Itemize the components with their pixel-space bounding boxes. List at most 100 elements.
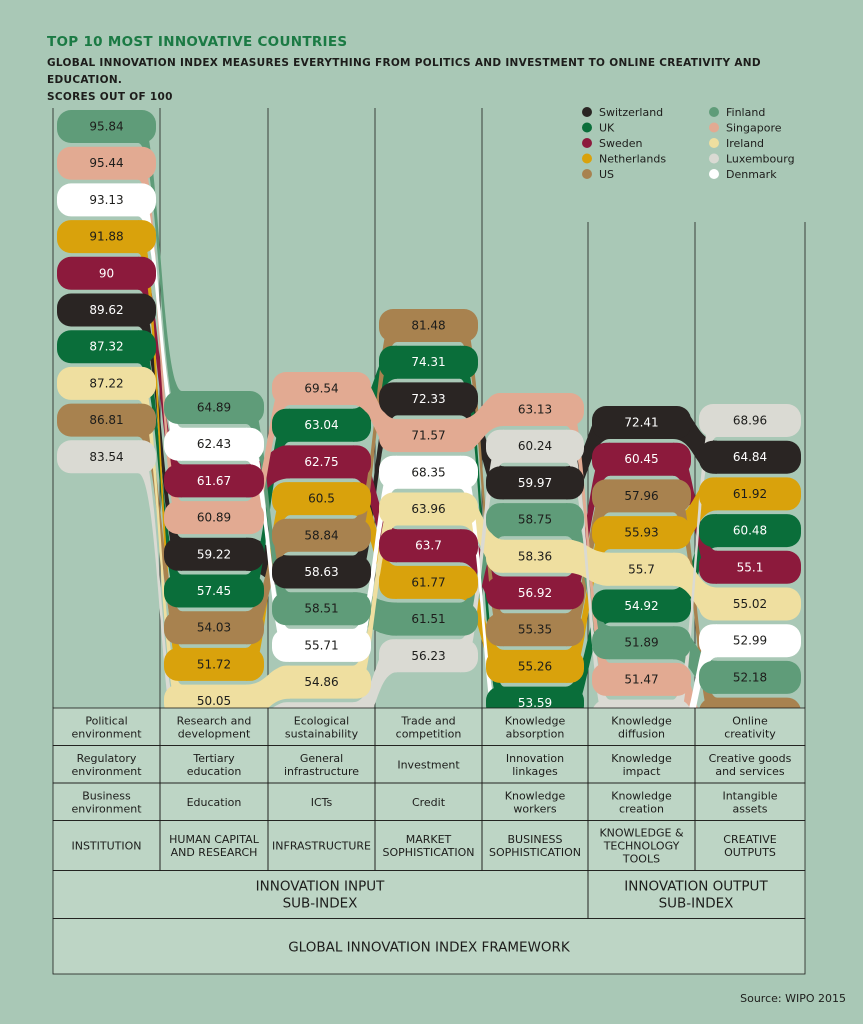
- ribbon-singapore-1: [138, 146, 182, 535]
- box-singapore-1: [57, 146, 156, 180]
- ribbon-us-2: [246, 518, 290, 645]
- value-uk-6: 54.92: [624, 599, 658, 613]
- box-netherlands-1: [57, 220, 156, 254]
- value-finland-2: 64.89: [197, 401, 231, 415]
- legend-label-sweden: Sweden: [599, 137, 642, 150]
- value-ireland-6: 55.7: [628, 562, 655, 576]
- ribbon-us-3: [353, 309, 397, 552]
- subpillar-creative-outputs-1: Online creativity: [724, 714, 776, 740]
- box-sweden-1: [57, 256, 156, 290]
- value-sweden-2: 61.67: [197, 474, 231, 488]
- value-uk-7: 60.48: [733, 524, 767, 538]
- box-finland-7: [699, 660, 801, 694]
- value-ireland-2: 50.05: [197, 694, 231, 708]
- box-finland-6: [592, 626, 691, 660]
- ribbon-finland-1: [138, 110, 182, 424]
- subpillar-market-sophistication-2: Investment: [397, 758, 460, 771]
- box-sweden-7: [699, 550, 801, 584]
- legend: Switzerland UK Sweden Netherlands US Finland S…: [582, 106, 795, 181]
- box-netherlands-7: [699, 477, 801, 511]
- box-ireland-4: [379, 492, 478, 526]
- value-netherlands-6: 55.93: [624, 526, 658, 540]
- value-sweden-3: 62.75: [304, 455, 338, 469]
- box-finland-2: [164, 391, 264, 424]
- ribbon-denmark-4: [460, 455, 504, 757]
- value-uk-4: 74.31: [411, 355, 445, 369]
- box-switzerland-4: [379, 382, 478, 416]
- ribbon-luxembourg-6: [673, 404, 717, 733]
- value-sweden-1: 90: [99, 266, 114, 280]
- value-switzerland-2: 59.22: [197, 547, 231, 561]
- value-uk-1: 87.32: [89, 340, 123, 354]
- ribbon-finland-2: [246, 391, 290, 626]
- box-switzerland-2: [164, 537, 264, 571]
- subpillar-knowledge-and-technology-tools-1: Knowledge diffusion: [611, 714, 672, 740]
- box-uk-2: [164, 574, 264, 608]
- box-us-3: [272, 518, 371, 552]
- subpillar-human-capital-and-research-2: Tertiary education: [187, 752, 242, 778]
- value-singapore-1: 95.44: [89, 156, 123, 170]
- value-luxembourg-5: 60.24: [518, 439, 552, 453]
- framework-label: GLOBAL INNOVATION INDEX FRAMEWORK: [288, 939, 571, 955]
- box-luxembourg-1: [57, 440, 156, 474]
- value-switzerland-1: 89.62: [89, 303, 123, 317]
- value-netherlands-4: 61.77: [411, 575, 445, 589]
- box-uk-3: [272, 408, 371, 442]
- value-switzerland-6: 72.41: [624, 416, 658, 430]
- value-sweden-5: 56.92: [518, 586, 552, 600]
- source-note: Source: WIPO 2015: [740, 992, 846, 1005]
- box-denmark-7: [699, 624, 801, 658]
- subpillar-market-sophistication-3: Credit: [412, 796, 446, 809]
- ribbon-denmark-2: [246, 427, 290, 662]
- value-us-5: 55.35: [518, 623, 552, 637]
- pillar-institution: INSTITUTION: [71, 840, 141, 853]
- box-switzerland-3: [272, 555, 371, 589]
- chart-subtitle: GLOBAL INNOVATION INDEX MEASURES EVERYTH…: [47, 55, 827, 106]
- legend-label-us: US: [599, 168, 614, 181]
- value-denmark-2: 62.43: [197, 437, 231, 451]
- legend-swatch-singapore: [709, 122, 719, 133]
- box-ireland-6: [592, 552, 691, 586]
- value-switzerland-5: 59.97: [518, 476, 552, 490]
- legend-label-netherlands: Netherlands: [599, 153, 666, 166]
- subpillar-human-capital-and-research-1: Research and development: [177, 714, 252, 740]
- value-us-3: 58.84: [304, 528, 338, 542]
- box-sweden-2: [164, 464, 264, 498]
- legend-swatch-switzerland: [582, 107, 592, 117]
- box-sweden-3: [272, 445, 371, 479]
- legend-swatch-finland: [709, 107, 719, 117]
- pillar-business-sophistication: BUSINESS SOPHISTICATION: [489, 833, 581, 859]
- value-us-4: 81.48: [411, 319, 445, 333]
- value-switzerland-3: 58.63: [304, 565, 338, 579]
- framework-table: Political environment Regulatory environmen…: [52, 707, 806, 975]
- subpillar-business-sophistication-1: Knowledge absorption: [505, 714, 566, 740]
- box-denmark-2: [164, 427, 264, 461]
- pillar-market-sophistication: MARKET SOPHISTICATION: [383, 833, 475, 859]
- value-singapore-3: 69.54: [304, 382, 338, 396]
- box-singapore-4: [379, 419, 478, 453]
- legend-label-denmark: Denmark: [726, 168, 777, 181]
- box-netherlands-6: [592, 516, 691, 550]
- box-ireland-7: [699, 587, 801, 621]
- value-luxembourg-1: 83.54: [89, 450, 123, 464]
- value-ireland-5: 58.36: [518, 549, 552, 563]
- box-luxembourg-7: [699, 404, 801, 437]
- value-singapore-5: 63.13: [518, 403, 552, 417]
- ribbon-uk-1: [138, 330, 182, 608]
- box-uk-7: [699, 514, 801, 548]
- value-denmark-1: 93.13: [89, 193, 123, 207]
- box-us-4: [379, 309, 478, 342]
- pillar-infrastructure: INFRASTRUCTURE: [272, 840, 371, 853]
- box-us-2: [164, 611, 264, 645]
- ribbon-ireland-1: [138, 366, 182, 718]
- value-uk-5: 53.59: [518, 696, 552, 710]
- subpillar-infrastructure-1: Ecological sustainability: [285, 714, 359, 740]
- ribbon-ireland-3: [353, 492, 397, 699]
- legend-swatch-netherlands: [582, 153, 592, 164]
- subtitle-line-1: GLOBAL INNOVATION INDEX MEASURES EVERYTH…: [47, 57, 761, 86]
- box-singapore-5: [486, 393, 584, 426]
- legend-swatch-ireland: [709, 138, 719, 148]
- pillar-human-capital-and-research: HUMAN CAPITAL AND RESEARCH: [169, 833, 260, 859]
